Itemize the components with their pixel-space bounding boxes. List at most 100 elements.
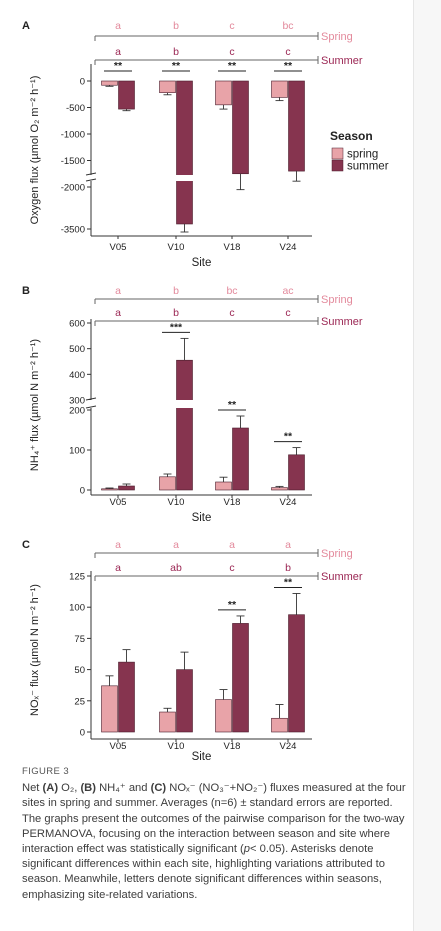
summer-bar <box>118 661 135 733</box>
summer-season-label: Summer <box>321 55 363 67</box>
caption-part: NOₓ⁻ (NO₃⁻+NO₂⁻) fluxes measured at the … <box>22 782 406 856</box>
summer-bar <box>232 80 249 175</box>
significance-stars: ** <box>228 599 237 611</box>
significance-stars: ** <box>228 399 237 411</box>
bar-break-gap <box>175 400 194 408</box>
summer-bar <box>176 359 193 491</box>
significance-stars: ** <box>284 60 293 72</box>
spring-bar <box>101 488 118 491</box>
summer-group-letter: c <box>229 46 234 58</box>
x-axis-label: Site <box>192 512 212 524</box>
summer-season-label: Summer <box>321 316 363 328</box>
caption-panel-c-ref: (C) <box>150 782 167 795</box>
summer-group-letter: c <box>229 307 234 319</box>
summer-group-letter: c <box>285 307 290 319</box>
axis-break <box>85 400 97 408</box>
x-tick-label: V10 <box>168 497 185 508</box>
y-tick-label: -1000 <box>61 130 85 141</box>
spring-bar <box>159 476 176 491</box>
summer-bar <box>288 454 305 491</box>
y-tick-label: -3500 <box>61 225 85 236</box>
figure-caption: FIGURE 3 Net (A) O₂, (B) NH₄⁺ and (C) NO… <box>22 764 407 903</box>
spring-bar <box>215 481 232 491</box>
x-tick-label: V10 <box>168 242 185 253</box>
x-tick-label: V10 <box>168 741 185 752</box>
y-tick-label: 400 <box>69 370 85 381</box>
spring-group-letter: a <box>115 20 121 32</box>
y-tick-label: 100 <box>69 603 85 614</box>
y-tick-label: 75 <box>74 634 85 645</box>
panel-label: A <box>22 20 30 32</box>
summer-group-letter: c <box>285 46 290 58</box>
y-axis-label: Oxygen flux (µmol O₂ m⁻² h⁻¹) <box>29 76 41 225</box>
summer-group-letter: a <box>115 46 121 58</box>
caption-panel-b-ref: (B) <box>80 782 96 795</box>
panel-label: C <box>22 539 30 551</box>
caption-panel-a-ref: (A) <box>42 782 59 795</box>
x-tick-label: V24 <box>280 242 297 253</box>
x-tick-label: V05 <box>110 242 127 253</box>
axis-break <box>85 175 97 181</box>
caption-part: NH₄⁺ and <box>95 782 151 795</box>
x-axis-label: Site <box>192 257 212 269</box>
summer-bar <box>288 80 305 172</box>
y-tick-label: 600 <box>69 319 85 330</box>
significance-stars: ** <box>228 60 237 72</box>
caption-part: < 0.05). Asterisks denote significant di… <box>22 843 385 901</box>
spring-season-label: Spring <box>321 294 353 306</box>
summer-bar <box>176 80 193 225</box>
spring-bar <box>159 711 176 733</box>
caption-part: Net <box>22 782 43 795</box>
y-tick-label: 500 <box>69 344 85 355</box>
summer-bar <box>176 669 193 733</box>
y-tick-label: 25 <box>74 696 85 707</box>
y-tick-label: 200 <box>69 406 85 417</box>
spring-group-letter: a <box>115 285 121 297</box>
y-tick-label: 50 <box>74 665 85 676</box>
spring-bar <box>271 80 288 98</box>
x-tick-label: V18 <box>224 242 241 253</box>
significance-stars: ** <box>114 60 123 72</box>
y-tick-label: -1500 <box>61 156 85 167</box>
spring-bar <box>101 80 118 86</box>
y-tick-label: 0 <box>80 486 85 497</box>
x-tick-label: V24 <box>280 497 297 508</box>
spring-bar <box>215 699 232 733</box>
x-tick-label: V05 <box>110 497 127 508</box>
spring-season-label: Spring <box>321 548 353 560</box>
spring-bar <box>101 685 118 733</box>
y-tick-label: 0 <box>80 77 85 88</box>
summer-group-letter: ab <box>170 562 182 574</box>
legend-swatch-spring <box>331 147 344 160</box>
legend-label-summer: summer <box>347 161 389 173</box>
spring-group-letter: ac <box>282 285 293 297</box>
y-axis-label: NOₓ⁻ flux (µmol N m⁻² h⁻¹) <box>29 584 41 716</box>
y-tick-label: 0 <box>80 728 85 739</box>
caption-text: Net (A) O₂, (B) NH₄⁺ and (C) NOₓ⁻ (NO₃⁻+… <box>22 781 407 903</box>
summer-group-letter: a <box>115 562 121 574</box>
summer-bar <box>288 614 305 733</box>
axis-break-mark <box>85 172 97 176</box>
caption-p-symbol: p <box>243 843 251 856</box>
spring-group-letter: b <box>173 285 179 297</box>
spring-bar <box>271 717 288 733</box>
x-tick-label: V05 <box>110 741 127 752</box>
y-axis-label: NH₄⁺ flux (µmol N m⁻² h⁻¹) <box>29 339 41 471</box>
spring-bar <box>159 80 176 93</box>
significance-stars: *** <box>170 321 183 333</box>
summer-group-letter: c <box>229 562 234 574</box>
summer-group-letter: b <box>285 562 291 574</box>
figure-card <box>413 0 414 931</box>
axis-break-mark <box>85 397 97 401</box>
axis-break-mark <box>85 405 97 409</box>
significance-stars: ** <box>172 60 181 72</box>
significance-stars: ** <box>284 576 293 588</box>
axis-break-mark <box>85 178 97 182</box>
summer-group-letter: a <box>115 307 121 319</box>
summer-bar <box>118 80 135 110</box>
spring-group-letter: b <box>173 20 179 32</box>
summer-group-letter: b <box>173 307 179 319</box>
spring-group-letter: c <box>229 20 234 32</box>
x-tick-label: V24 <box>280 741 297 752</box>
